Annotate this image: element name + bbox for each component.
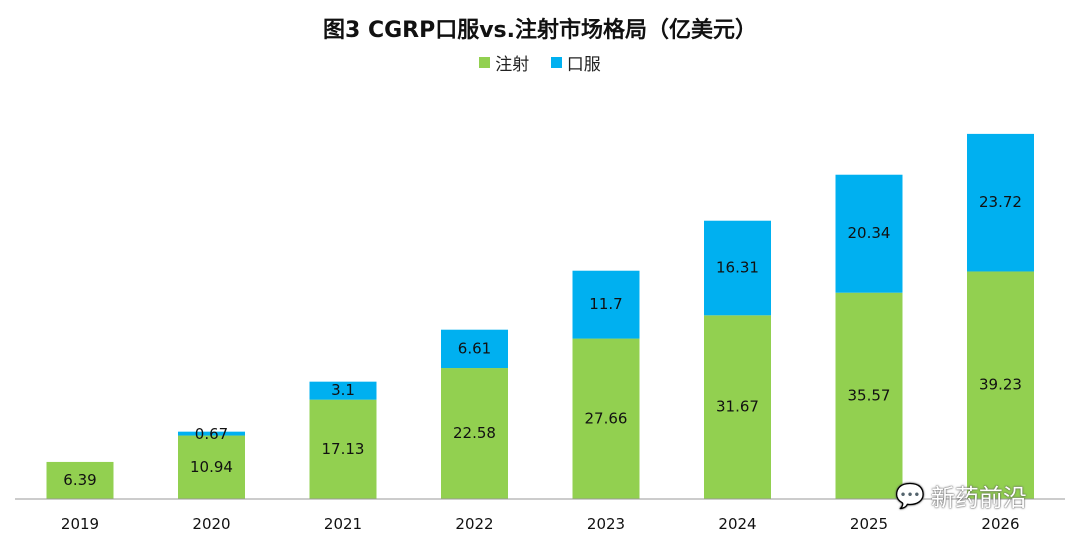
bar-oral-2023 [572,270,640,339]
data-label-injection-2024: 31.67 [716,398,759,416]
legend-label-injection: 注射 [495,55,530,75]
bar-oral-2021 [309,381,377,400]
bar-injection-2023 [572,338,640,499]
bar-injection-2026 [967,271,1034,499]
data-label-oral-2021: 3.1 [331,381,355,399]
x-tick-label-2023: 2023 [587,515,625,533]
chart-title: 图3 CGRP口服vs.注射市场格局（亿美元） [322,18,758,43]
bar-oral-2022 [441,329,508,369]
bar-injection-2019 [46,461,114,499]
data-label-injection-2025: 35.57 [848,386,891,404]
data-label-injection-2022: 22.58 [453,424,496,442]
x-tick-label-2024: 2024 [718,515,756,533]
data-label-injection-2021: 17.13 [322,440,365,458]
data-label-injection-2020: 10.94 [190,458,233,476]
data-label-oral-2026: 23.72 [979,193,1022,211]
data-label-injection-2026: 39.23 [979,376,1022,394]
bar-injection-2024 [704,315,771,499]
legend-label-oral: 口服 [566,55,601,75]
x-tick-label-2019: 2019 [61,515,99,533]
bar-oral-2024 [704,220,771,316]
data-label-oral-2024: 16.31 [716,259,759,277]
bar-injection-2021 [309,399,377,499]
bar-oral-2020 [178,431,245,436]
legend: 注射 口服 [0,50,1080,75]
data-label-oral-2020: 0.67 [195,425,228,443]
x-tick-label-2020: 2020 [192,515,230,533]
bar-oral-2026 [967,133,1034,272]
watermark: 💬 新药前沿 [895,478,1027,513]
legend-swatch-oral [550,57,562,68]
data-label-oral-2023: 11.7 [589,295,622,313]
x-tick-label-2021: 2021 [324,515,362,533]
watermark-text: 新药前沿 [930,484,1027,512]
bar-injection-2025 [835,292,903,499]
data-label-oral-2025: 20.34 [848,224,891,242]
x-tick-label-2025: 2025 [850,515,888,533]
data-label-injection-2023: 27.66 [585,409,628,427]
x-tick-label-2022: 2022 [455,515,493,533]
legend-item-oral: 口服 [550,50,601,75]
legend-item-injection: 注射 [479,50,529,75]
legend-swatch-injection [479,57,491,68]
bar-injection-2022 [441,368,508,499]
wechat-icon: 💬 [895,481,925,510]
bar-injection-2020 [178,435,245,499]
data-label-injection-2019: 6.39 [63,471,96,489]
x-tick-label-2026: 2026 [981,515,1019,533]
data-label-oral-2022: 6.61 [458,339,491,357]
bar-oral-2025 [835,174,903,293]
